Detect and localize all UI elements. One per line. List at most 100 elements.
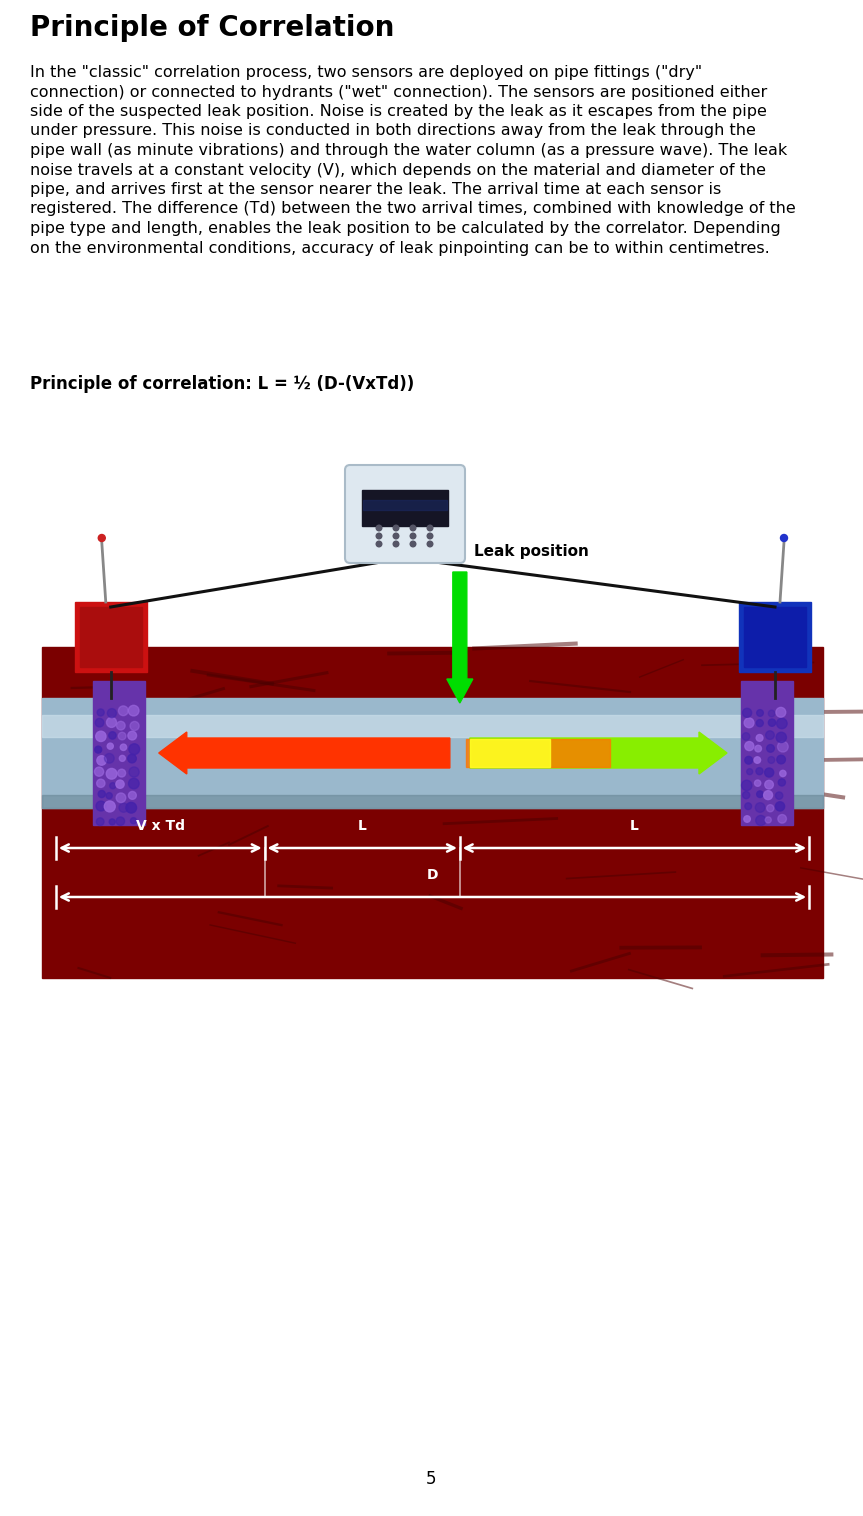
- Circle shape: [768, 709, 775, 717]
- Circle shape: [119, 755, 125, 761]
- Circle shape: [118, 706, 129, 716]
- Circle shape: [117, 793, 126, 802]
- FancyBboxPatch shape: [345, 465, 465, 562]
- Circle shape: [756, 734, 763, 741]
- Circle shape: [410, 525, 416, 531]
- Circle shape: [129, 744, 140, 755]
- Circle shape: [97, 817, 104, 826]
- Bar: [362, 490, 448, 526]
- Circle shape: [744, 816, 750, 822]
- Circle shape: [117, 817, 124, 825]
- Text: L: L: [630, 819, 639, 832]
- Circle shape: [756, 767, 763, 775]
- Circle shape: [765, 769, 774, 778]
- Circle shape: [376, 534, 381, 538]
- Circle shape: [757, 791, 764, 797]
- Circle shape: [410, 534, 416, 538]
- Circle shape: [130, 722, 139, 731]
- Circle shape: [96, 731, 106, 741]
- FancyArrow shape: [469, 738, 550, 767]
- Circle shape: [765, 817, 772, 823]
- Circle shape: [129, 767, 139, 778]
- Circle shape: [410, 541, 416, 547]
- Circle shape: [746, 769, 753, 775]
- Circle shape: [754, 756, 760, 763]
- Circle shape: [775, 802, 784, 811]
- Circle shape: [118, 732, 126, 740]
- Text: Principle of correlation: L = ½ (D-(VxTd)): Principle of correlation: L = ½ (D-(VxTd…: [30, 374, 414, 393]
- Text: side of the suspected leak position. Noise is created by the leak as it escapes : side of the suspected leak position. Noi…: [30, 105, 767, 118]
- Circle shape: [765, 731, 774, 740]
- Circle shape: [776, 708, 786, 717]
- Circle shape: [94, 767, 104, 776]
- Circle shape: [766, 805, 774, 813]
- Circle shape: [765, 781, 773, 788]
- Circle shape: [104, 753, 114, 763]
- Circle shape: [745, 803, 752, 810]
- Circle shape: [128, 731, 136, 740]
- Circle shape: [96, 800, 106, 811]
- Circle shape: [97, 779, 105, 787]
- Circle shape: [117, 769, 126, 778]
- Circle shape: [109, 732, 117, 740]
- Circle shape: [98, 535, 105, 541]
- Bar: [42, 714, 823, 737]
- Circle shape: [754, 779, 761, 787]
- Circle shape: [780, 535, 788, 541]
- Circle shape: [778, 814, 786, 823]
- Circle shape: [768, 719, 776, 726]
- FancyArrow shape: [466, 738, 610, 767]
- Circle shape: [742, 791, 750, 799]
- Text: L: L: [358, 819, 367, 832]
- Text: noise travels at a constant velocity (V), which depends on the material and diam: noise travels at a constant velocity (V)…: [30, 162, 766, 177]
- Bar: [92, 681, 145, 825]
- Circle shape: [394, 525, 399, 531]
- Text: connection) or connected to hydrants ("wet" connection). The sensors are positio: connection) or connected to hydrants ("w…: [30, 85, 767, 100]
- Circle shape: [427, 534, 433, 538]
- Circle shape: [776, 791, 783, 799]
- Circle shape: [104, 800, 116, 813]
- Circle shape: [427, 541, 433, 547]
- Circle shape: [98, 709, 104, 716]
- Circle shape: [107, 708, 117, 717]
- Text: pipe wall (as minute vibrations) and through the water column (as a pressure wav: pipe wall (as minute vibrations) and thr…: [30, 143, 787, 158]
- Circle shape: [120, 744, 127, 750]
- Circle shape: [119, 803, 129, 813]
- Text: D: D: [426, 869, 438, 882]
- Circle shape: [116, 781, 124, 788]
- Circle shape: [776, 732, 786, 743]
- Text: Leak position: Leak position: [474, 544, 589, 559]
- Bar: [744, 606, 806, 667]
- Circle shape: [128, 755, 136, 763]
- Circle shape: [764, 791, 772, 799]
- Text: Principle of Correlation: Principle of Correlation: [30, 14, 394, 42]
- Bar: [363, 500, 447, 509]
- FancyArrow shape: [159, 732, 450, 775]
- Circle shape: [756, 720, 763, 726]
- Circle shape: [130, 817, 136, 823]
- Circle shape: [778, 741, 788, 752]
- Circle shape: [106, 793, 112, 799]
- Bar: [739, 602, 811, 672]
- Bar: [75, 602, 147, 672]
- Circle shape: [756, 816, 765, 826]
- Circle shape: [778, 779, 785, 785]
- Circle shape: [427, 525, 433, 531]
- Circle shape: [126, 802, 136, 813]
- Circle shape: [741, 781, 752, 791]
- Bar: [42, 647, 823, 978]
- Circle shape: [129, 791, 136, 799]
- Circle shape: [755, 746, 761, 752]
- Text: pipe type and length, enables the leak position to be calculated by the correlat: pipe type and length, enables the leak p…: [30, 221, 781, 236]
- Circle shape: [745, 756, 753, 764]
- Circle shape: [757, 709, 764, 716]
- Circle shape: [106, 769, 117, 779]
- Circle shape: [394, 541, 399, 547]
- Circle shape: [777, 755, 785, 764]
- Circle shape: [376, 525, 381, 531]
- Circle shape: [768, 756, 775, 764]
- Circle shape: [779, 770, 786, 776]
- Circle shape: [110, 819, 115, 825]
- Circle shape: [742, 732, 750, 740]
- Circle shape: [98, 790, 105, 797]
